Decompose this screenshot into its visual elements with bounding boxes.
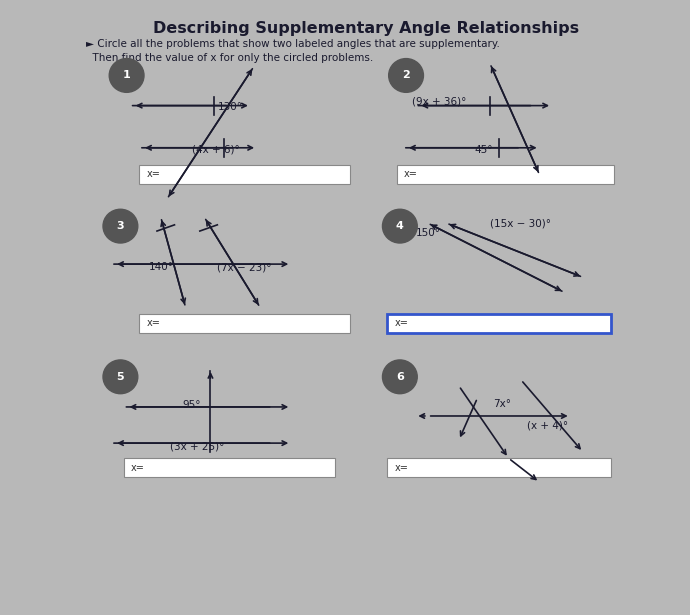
Text: 7x°: 7x° (493, 399, 511, 409)
Text: 4: 4 (396, 221, 404, 231)
Text: ► Circle all the problems that show two labeled angles that are supplementary.: ► Circle all the problems that show two … (86, 39, 500, 49)
Text: x=: x= (395, 318, 408, 328)
FancyBboxPatch shape (139, 314, 350, 333)
Text: (4x + 6)°: (4x + 6)° (192, 144, 239, 154)
Text: x=: x= (395, 463, 408, 473)
Circle shape (109, 58, 144, 92)
Circle shape (388, 58, 424, 92)
FancyBboxPatch shape (397, 165, 614, 184)
Text: (x + 4)°: (x + 4)° (527, 420, 569, 430)
FancyBboxPatch shape (124, 458, 335, 477)
Text: 140°: 140° (148, 262, 173, 272)
Text: 2: 2 (402, 71, 410, 81)
Text: 150°: 150° (415, 228, 440, 239)
Text: (15x − 30)°: (15x − 30)° (490, 218, 551, 228)
Circle shape (103, 209, 138, 243)
FancyBboxPatch shape (387, 314, 611, 333)
Text: Then find the value of x for only the circled problems.: Then find the value of x for only the ci… (86, 53, 373, 63)
Text: x=: x= (131, 463, 145, 473)
Text: 6: 6 (396, 372, 404, 382)
Circle shape (103, 360, 138, 394)
Text: 5: 5 (117, 372, 124, 382)
Text: x=: x= (404, 169, 418, 180)
Text: x=: x= (146, 318, 160, 328)
Text: Describing Supplementary Angle Relationships: Describing Supplementary Angle Relations… (152, 21, 579, 36)
Circle shape (382, 209, 417, 243)
Text: x=: x= (146, 169, 160, 180)
Text: 3: 3 (117, 221, 124, 231)
Text: (9x + 36)°: (9x + 36)° (412, 97, 466, 107)
Text: 45°: 45° (474, 145, 493, 155)
Text: 1: 1 (123, 71, 130, 81)
Text: 130°: 130° (218, 102, 243, 112)
FancyBboxPatch shape (139, 165, 350, 184)
FancyBboxPatch shape (387, 458, 611, 477)
Text: 95°: 95° (182, 400, 201, 410)
Circle shape (382, 360, 417, 394)
Text: (7x − 23)°: (7x − 23)° (217, 262, 271, 272)
Text: (3x + 25)°: (3x + 25)° (170, 442, 224, 452)
